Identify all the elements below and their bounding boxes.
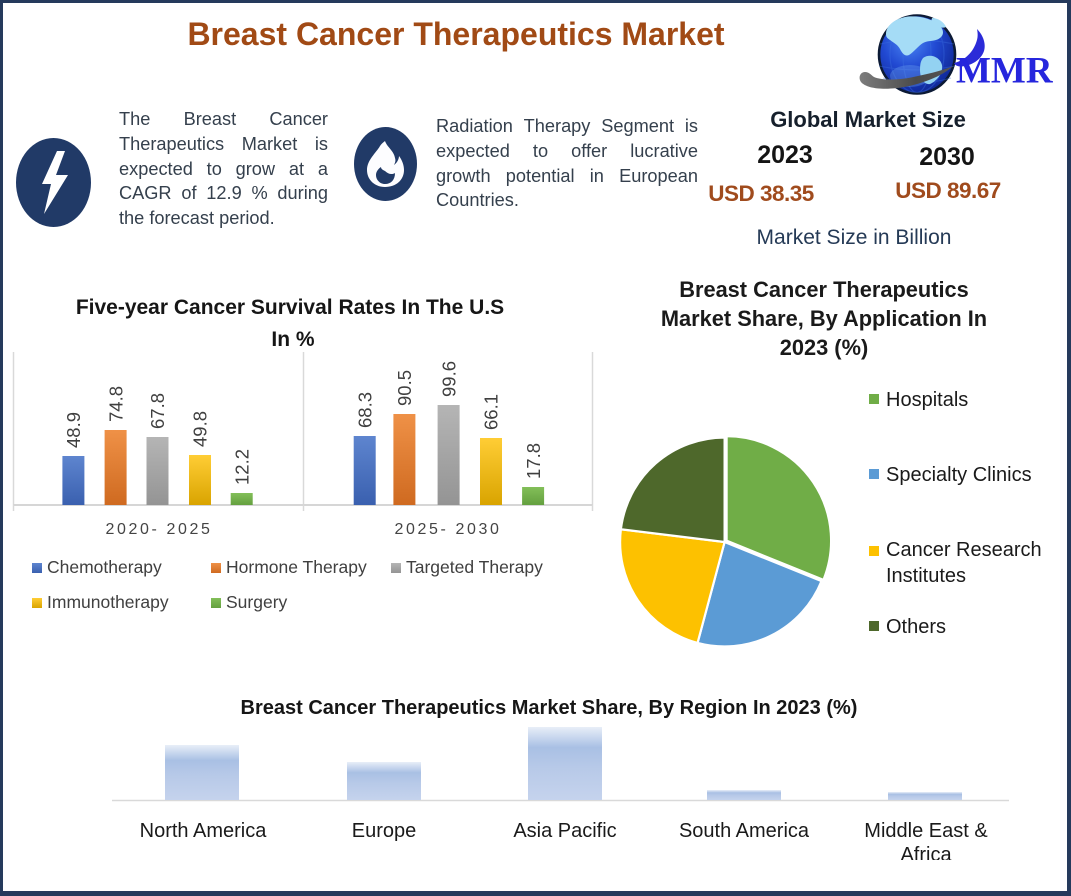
svg-text:48.9: 48.9 xyxy=(63,412,84,448)
svg-text:66.1: 66.1 xyxy=(481,394,502,430)
svg-text:Asia Pacific: Asia Pacific xyxy=(513,820,616,842)
svg-text:Breast Cancer Therapeutics Mar: Breast Cancer Therapeutics Market Share,… xyxy=(241,697,858,719)
svg-text:74.8: 74.8 xyxy=(105,386,126,422)
svg-text:68.3: 68.3 xyxy=(354,392,375,428)
svg-text:North America: North America xyxy=(140,820,268,842)
svg-text:2020- 2025: 2020- 2025 xyxy=(106,521,213,538)
svg-text:Europe: Europe xyxy=(352,820,417,842)
svg-text:In %: In % xyxy=(271,328,314,351)
svg-text:2025- 2030: 2025- 2030 xyxy=(395,521,502,538)
svg-text:99.6: 99.6 xyxy=(438,361,459,397)
svg-text:South America: South America xyxy=(679,820,810,842)
svg-text:67.8: 67.8 xyxy=(147,393,168,429)
svg-text:49.8: 49.8 xyxy=(190,411,211,447)
svg-text:MMR: MMR xyxy=(956,51,1054,92)
svg-text:Five-year Cancer Survival Rate: Five-year Cancer Survival Rates In The U… xyxy=(76,296,504,319)
svg-text:Middle East &: Middle East & xyxy=(864,820,988,842)
svg-text:17.8: 17.8 xyxy=(523,443,544,479)
svg-text:90.5: 90.5 xyxy=(394,370,415,406)
svg-text:Africa: Africa xyxy=(900,844,952,860)
svg-text:12.2: 12.2 xyxy=(231,449,252,485)
